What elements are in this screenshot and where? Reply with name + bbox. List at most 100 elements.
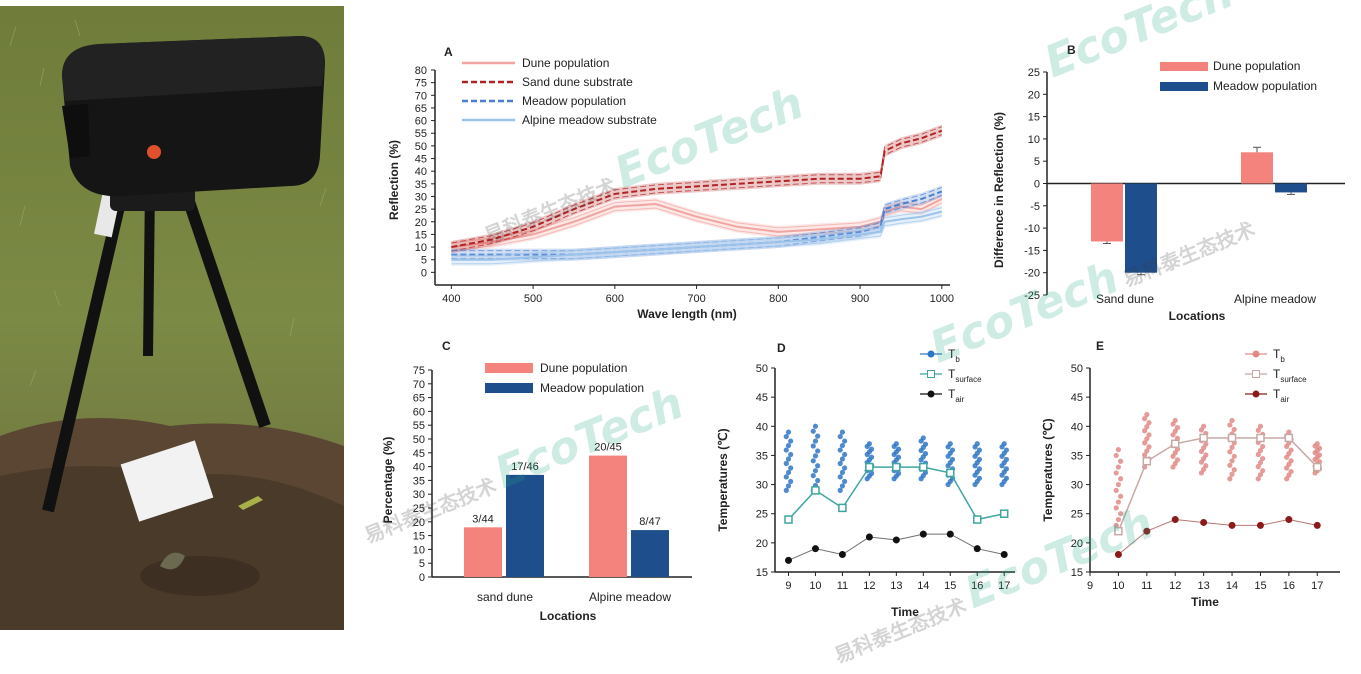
x-tick-label: 15: [1254, 580, 1266, 592]
tb-point: [1288, 447, 1294, 453]
y-tick-label: 55: [413, 420, 425, 432]
tb-point: [1255, 427, 1261, 433]
tb-point: [895, 454, 902, 460]
series-line: [451, 202, 943, 252]
tb-point: [1142, 452, 1148, 458]
surface-point: [999, 509, 1009, 518]
tb-point: [810, 458, 816, 464]
tb-point: [788, 451, 794, 458]
y-tick-label: 30: [413, 489, 425, 501]
y-tick-label: 15: [415, 229, 427, 241]
panel-d-axes: 15 20 25 30 35 40 45 50 9 10 11 12 13 14 15 16 17: [756, 363, 1015, 592]
panel-c-ylabel: Percentage (%): [381, 437, 395, 524]
tb-point: [922, 451, 929, 457]
tb-point: [868, 470, 875, 476]
tb-point: [1146, 432, 1152, 438]
legend-label: Meadow population: [540, 381, 644, 395]
y-tick-label: 30: [756, 480, 768, 492]
tb-point: [1142, 440, 1148, 446]
legend-swatch: [485, 383, 533, 393]
y-tick-label: 35: [413, 475, 425, 487]
legend-label: Tsurface: [948, 367, 982, 384]
tb-point: [1203, 441, 1209, 447]
x-tick-label: 9: [1087, 580, 1093, 592]
x-tick-label: 500: [524, 293, 542, 305]
bar: [1275, 183, 1307, 193]
tb-point: [810, 443, 816, 449]
tb-point: [1257, 447, 1264, 454]
panel-e-chart: E 15 20 25 30 35 40 45 50 9 10 11 12 13 14 15 16 17 Tb Ts…: [1041, 339, 1340, 609]
y-tick-label: 30: [1071, 480, 1083, 492]
y-tick-label: 25: [1071, 509, 1083, 521]
tb-point: [839, 429, 846, 435]
y-tick-label: 10: [413, 544, 425, 556]
surface-line: [1117, 437, 1318, 532]
air-point: [838, 551, 846, 559]
series-band: [451, 124, 942, 254]
surface-point: [1256, 433, 1265, 443]
x-tick-label: 1000: [930, 293, 954, 305]
tb-point: [1115, 481, 1122, 488]
tb-point: [1174, 425, 1181, 431]
series-band: [451, 185, 942, 261]
tb-point: [783, 474, 789, 480]
surface-point: [972, 515, 982, 524]
y-tick-label: -5: [1030, 201, 1040, 213]
bar: [1241, 152, 1273, 184]
tb-point: [783, 433, 789, 440]
y-tick-label: 35: [415, 179, 427, 191]
tb-point: [1314, 441, 1320, 447]
air-point: [1285, 516, 1293, 524]
y-tick-label: 50: [756, 363, 768, 375]
tb-point: [1257, 460, 1264, 466]
y-tick-label: 40: [413, 462, 425, 474]
tb-point: [920, 435, 926, 441]
tb-point: [842, 465, 848, 471]
legend-label: Dune population: [540, 361, 627, 375]
tb-point: [783, 487, 789, 493]
y-tick-label: 10: [1028, 134, 1040, 146]
tb-point: [1227, 449, 1233, 455]
tb-point: [1115, 464, 1122, 470]
tb-point: [1113, 522, 1119, 528]
air-point: [1171, 516, 1179, 524]
tb-point: [922, 441, 929, 447]
legend-label: Tsurface: [1273, 367, 1307, 384]
x-tick-label: 16: [971, 580, 983, 592]
y-tick-label: 55: [415, 128, 427, 140]
category-label: Alpine meadow: [589, 590, 671, 604]
x-tick-label: 700: [687, 293, 705, 305]
bar-value-label: 17/46: [511, 461, 539, 473]
panel-d-ylabel: Temperatures (℃): [716, 428, 730, 531]
y-tick-label: 80: [415, 65, 427, 77]
tb-point: [1286, 429, 1292, 435]
y-tick-label: 5: [419, 558, 425, 570]
tb-point: [895, 446, 902, 452]
device-photo: [0, 6, 344, 630]
legend-marker: [1252, 370, 1260, 378]
panel-a-chart: A 400 500 600 700 800 900 1000 0510152025303540…: [387, 45, 954, 321]
panel-d-legend: Tb Tsurface Tair: [920, 347, 982, 404]
tb-point: [815, 433, 821, 439]
tb-point: [947, 441, 953, 447]
tb-point: [1231, 467, 1237, 473]
y-tick-label: 0: [421, 267, 427, 279]
air-point: [973, 545, 981, 553]
y-tick-label: 35: [1071, 450, 1083, 462]
tb-point: [785, 442, 792, 449]
series-line: [451, 126, 942, 244]
y-tick-label: 40: [1071, 421, 1083, 433]
panel-d-chart: D 15 20 25 30 35 40 45 50 9 10 11 12 13 14 15 16 17 Tb Ts…: [716, 341, 1015, 619]
surface-point: [784, 515, 793, 524]
tb-point: [868, 454, 875, 460]
y-tick-label: 20: [1028, 89, 1040, 101]
panel-b-label: B: [1067, 43, 1076, 57]
tb-point: [1001, 441, 1007, 447]
legend-label: Sand dune substrate: [522, 75, 633, 89]
tb-point: [1146, 444, 1152, 450]
tb-point: [815, 463, 821, 469]
series-line: [451, 134, 942, 252]
tb-point: [1229, 471, 1235, 477]
